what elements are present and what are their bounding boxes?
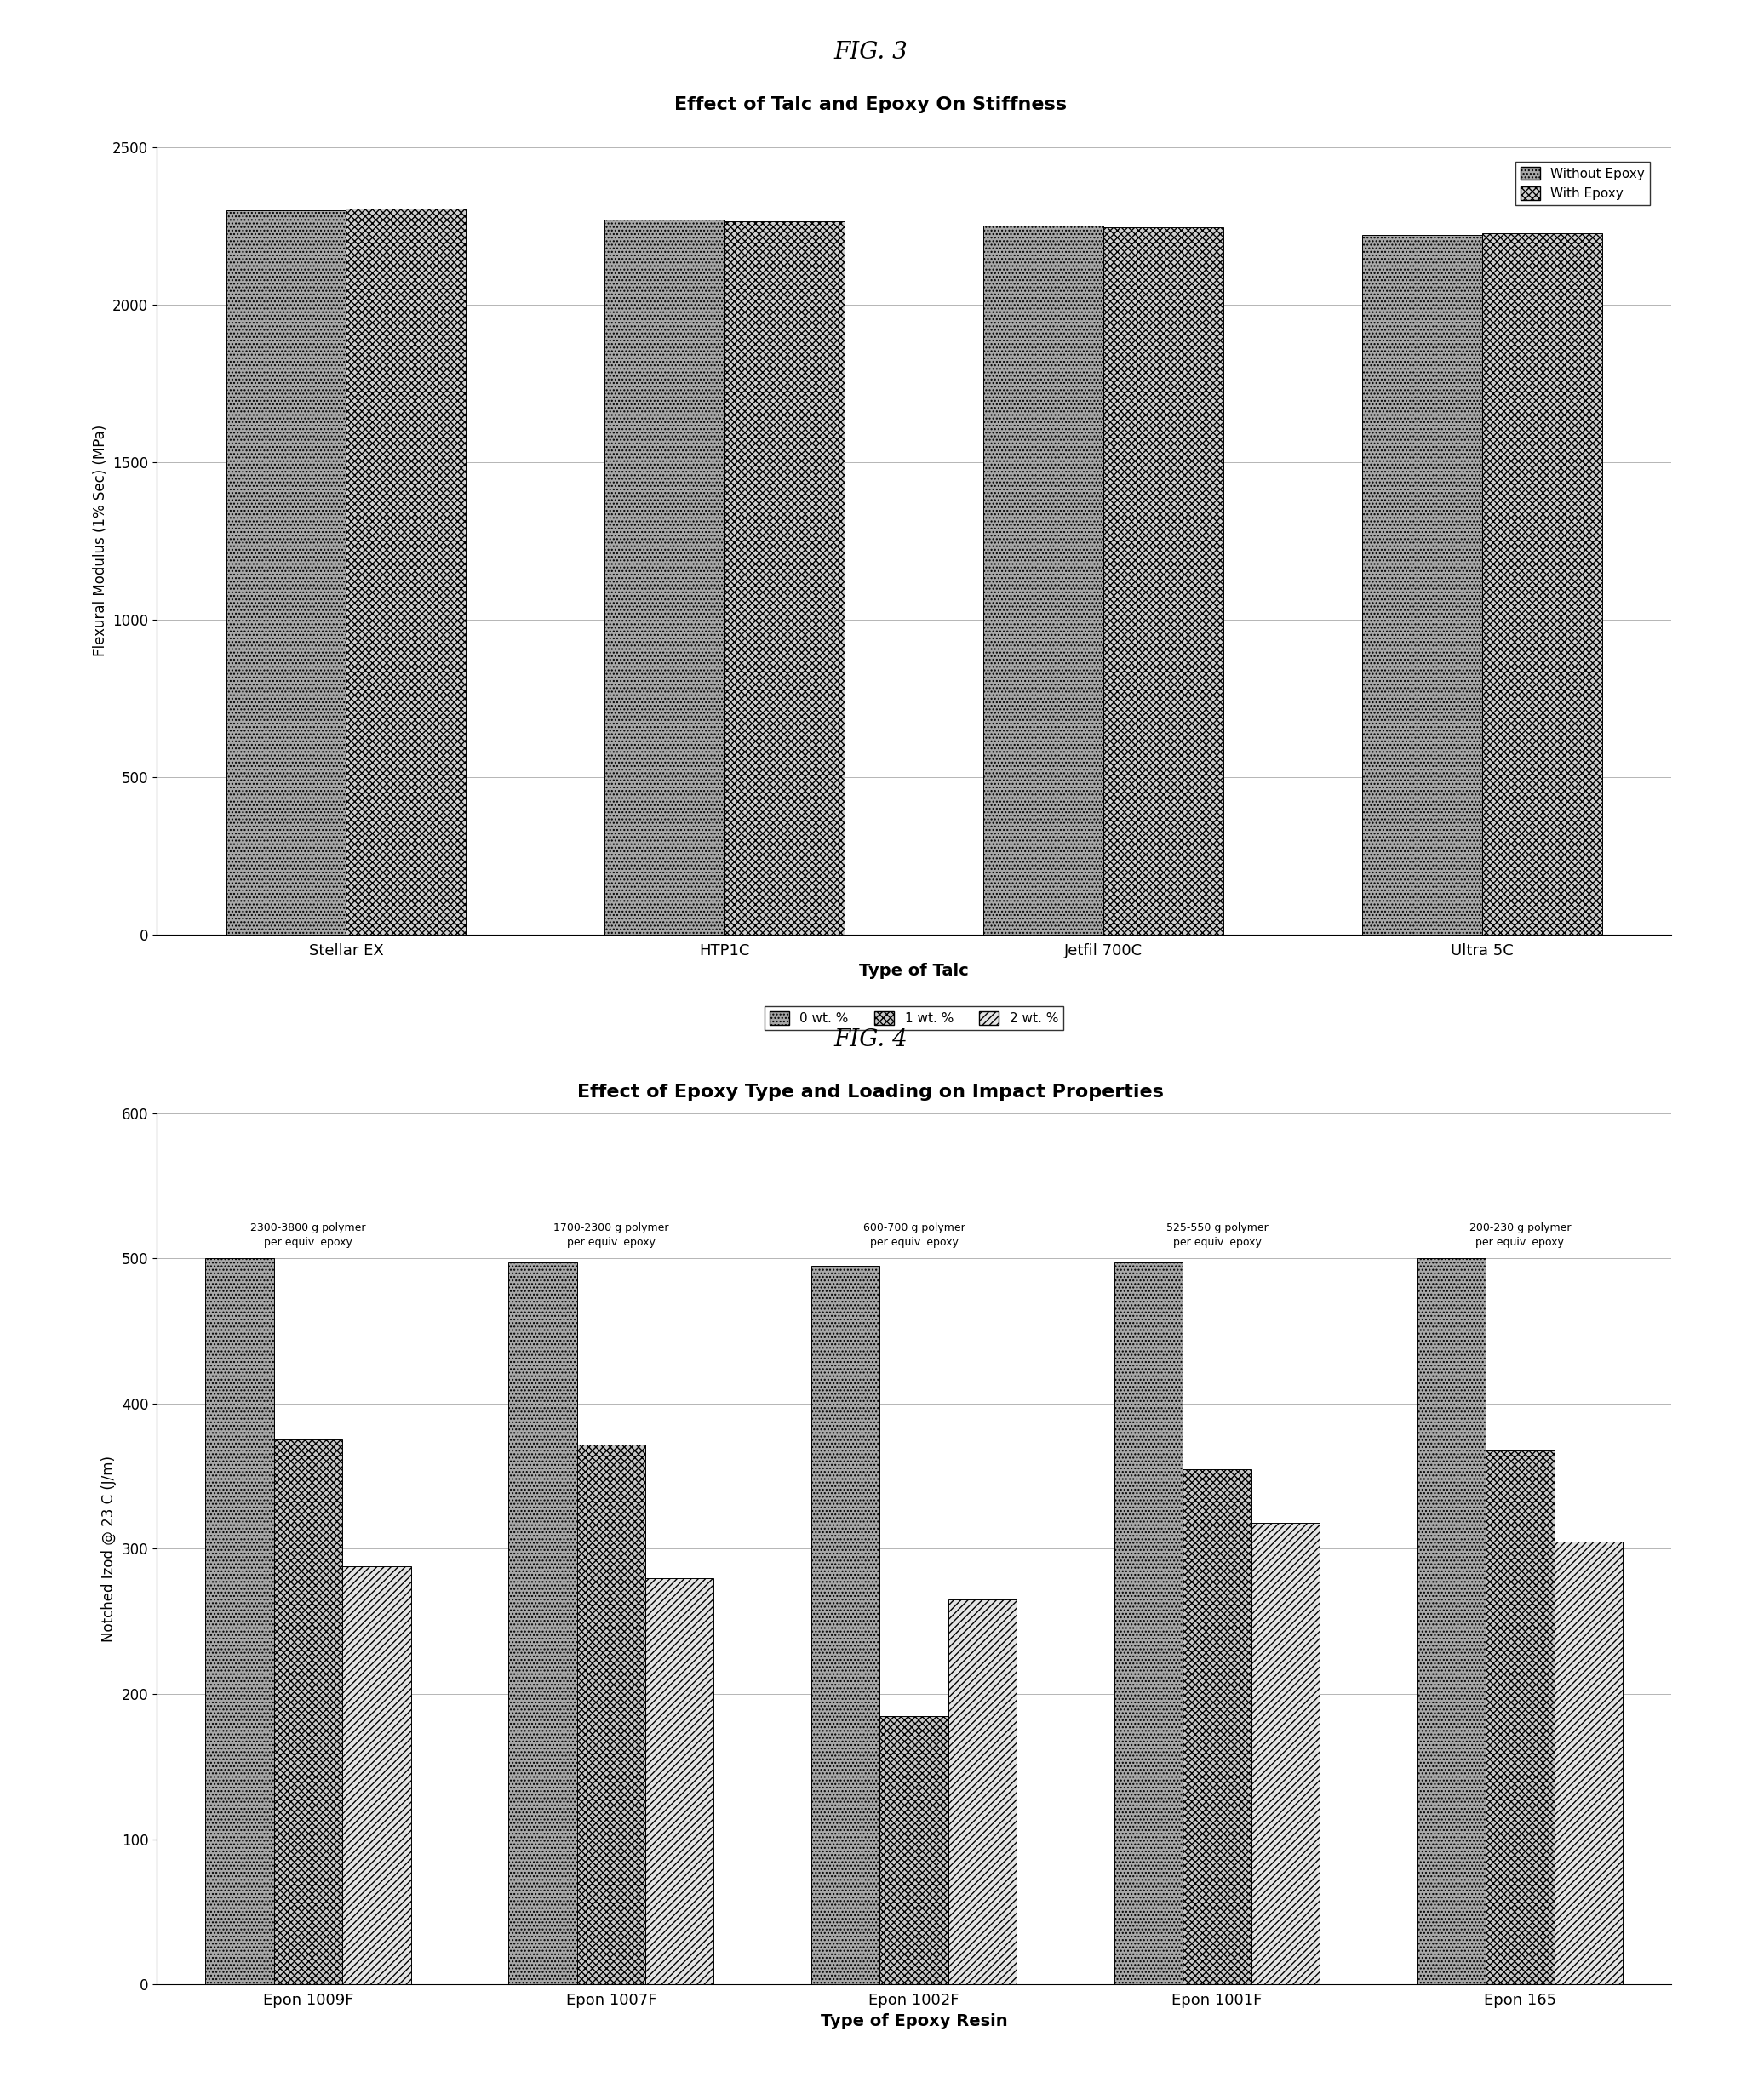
Bar [879,1716,949,1984]
Bar [646,1577,714,1984]
Bar [226,210,346,934]
Bar [1114,1262,1182,1984]
Text: 600-700 g polymer
per equiv. epoxy: 600-700 g polymer per equiv. epoxy [864,1222,965,1247]
Text: 200-230 g polymer
per equiv. epoxy: 200-230 g polymer per equiv. epoxy [1469,1222,1570,1247]
Legend: Without Epoxy, With Epoxy: Without Epoxy, With Epoxy [1515,162,1650,206]
Text: Effect of Epoxy Type and Loading on Impact Properties: Effect of Epoxy Type and Loading on Impa… [578,1084,1163,1100]
Bar [811,1266,879,1984]
Bar [508,1262,576,1984]
Text: 2300-3800 g polymer
per equiv. epoxy: 2300-3800 g polymer per equiv. epoxy [251,1222,366,1247]
Bar [1182,1468,1252,1984]
Bar [1104,227,1224,934]
Bar [1555,1541,1623,1984]
X-axis label: Type of Talc: Type of Talc [860,962,968,979]
Bar [1361,235,1482,934]
Text: FIG. 4: FIG. 4 [834,1029,907,1050]
Y-axis label: Notched Izod @ 23 C (J/m): Notched Izod @ 23 C (J/m) [101,1455,117,1642]
Text: Effect of Talc and Epoxy On Stiffness: Effect of Talc and Epoxy On Stiffness [674,97,1067,113]
X-axis label: Type of Epoxy Resin: Type of Epoxy Resin [820,2012,1008,2029]
Bar [343,1567,411,1984]
Bar [1417,1258,1485,1984]
Y-axis label: Flexural Modulus (1% Sec) (MPa): Flexural Modulus (1% Sec) (MPa) [92,424,108,657]
Bar [346,208,467,934]
Bar [1252,1522,1320,1984]
Bar [273,1441,343,1984]
Text: 1700-2300 g polymer
per equiv. epoxy: 1700-2300 g polymer per equiv. epoxy [554,1222,669,1247]
Text: FIG. 3: FIG. 3 [834,42,907,63]
Bar [949,1600,1017,1984]
Bar [604,220,724,934]
Bar [576,1445,646,1984]
Legend: 0 wt. %, 1 wt. %, 2 wt. %: 0 wt. %, 1 wt. %, 2 wt. % [764,1006,1064,1031]
Bar [205,1258,273,1984]
Bar [1482,233,1602,934]
Bar [984,225,1104,934]
Bar [724,220,844,934]
Text: 525-550 g polymer
per equiv. epoxy: 525-550 g polymer per equiv. epoxy [1166,1222,1267,1247]
Bar [1485,1449,1555,1984]
